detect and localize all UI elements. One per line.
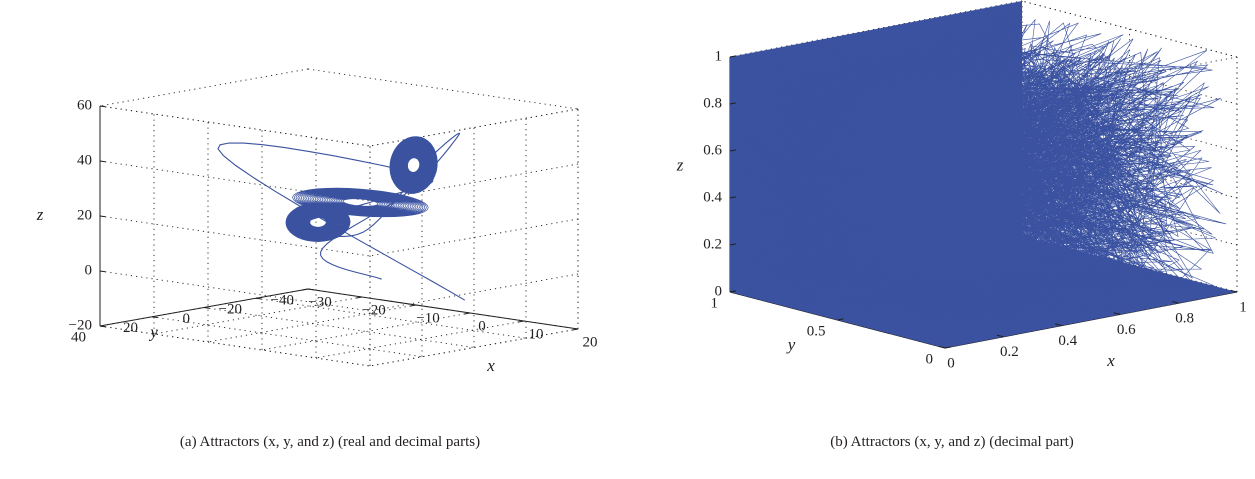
z-tick-mark [729,55,736,58]
y-tick-label: −20 [219,302,242,318]
z-tick-mark [99,105,106,108]
x-tick-mark [355,296,363,299]
gridline [99,325,371,367]
x-tick-label: 0.8 [1175,311,1194,327]
grid [99,68,579,367]
y-tick-mark [307,288,314,291]
attractor-lobe-2 [292,187,429,218]
z-tick-label: 0.4 [703,189,722,205]
z-axis-label: z [676,155,684,174]
caption-a: (a) Attractors (x, y, and z) (real and d… [179,434,481,450]
z-tick-label: 0 [715,283,723,299]
x-axis-line [307,288,579,330]
x-tick-label: 0.4 [1058,333,1077,349]
y-tick-mark [203,307,210,309]
z-tick-mark [729,290,736,293]
y-tick-label: 20 [123,320,138,336]
gridline [151,316,423,358]
x-tick-label: 10 [529,326,544,342]
x-tick-label: −10 [416,310,439,326]
x-tick-mark [409,304,417,307]
z-tick-mark [99,270,106,273]
y-axis-label: y [148,322,158,341]
x-tick-mark [938,345,946,349]
x-tick-mark [996,334,1004,338]
x-tick-mark [463,312,471,315]
x-tick-label: 1 [1239,299,1247,315]
gridline [1021,0,1238,58]
gridline [315,320,525,359]
z-axis-label: z [36,205,44,224]
x-axis-label: x [1106,351,1115,370]
attractor-lobe-0 [285,202,351,242]
x-tick-label: 20 [583,334,598,350]
x-tick-mark [1113,312,1121,315]
z-tick-mark [729,102,736,105]
x-tick-label: −20 [362,302,385,318]
z-tick-label: 0.6 [703,142,722,158]
x-tick-label: 0 [947,355,955,371]
gridline [99,325,371,367]
trajectory-line [741,15,1227,333]
caption-b: (b) Attractors (x, y, and z) (decimal pa… [830,434,1074,450]
gridline [99,105,371,147]
z-tick-mark [99,325,106,328]
z-tick-label: 60 [77,97,92,113]
x-tick-mark [1055,323,1062,327]
gridline [1021,94,1238,152]
y-tick-label: 40 [71,329,86,345]
z-tick-mark [729,149,736,152]
z-tick-mark [99,215,106,218]
z-tick-label: −20 [69,317,92,333]
gridline [1021,188,1238,246]
x-tick-mark [1230,289,1238,293]
attractor-lobe-1 [389,136,438,194]
z-tick-label: 20 [77,207,92,223]
x-tick-label: −30 [308,294,331,310]
y-axis-label: y [786,335,796,354]
x-tick-label: 0.6 [1117,322,1136,338]
x-tick-mark [517,320,525,323]
y-tick-label: 0 [926,351,934,367]
z-tick-mark [99,160,106,163]
gridline [99,105,371,147]
z-tick-label: 0.2 [703,236,722,252]
y-tick-mark [944,346,951,349]
gridline [307,68,579,110]
x-tick-mark [301,288,309,291]
z-tick-label: 0.8 [703,95,722,111]
gridline [1021,141,1238,199]
z-tick-label: 0 [85,262,93,278]
z-tick-mark [729,196,736,199]
x-tick-label: 0.2 [1000,344,1019,360]
x-tick-label: 0 [478,318,486,334]
y-tick-label: 1 [711,295,719,311]
y-tick-label: 0.5 [807,323,826,339]
y-tick-label: 0 [183,311,191,327]
y-tick-mark [255,297,262,300]
x-tick-mark [571,328,579,331]
z-tick-label: 40 [77,152,92,168]
z-tick-label: 1 [715,48,723,64]
y-tick-mark [837,318,844,321]
y-tick-mark [151,316,158,319]
z-tick-mark [729,243,736,246]
gridline [99,68,309,107]
gridline [1021,47,1238,105]
y-tick-label: −40 [271,292,294,308]
x-axis-label: x [486,356,495,375]
x-tick-mark [1172,301,1179,304]
